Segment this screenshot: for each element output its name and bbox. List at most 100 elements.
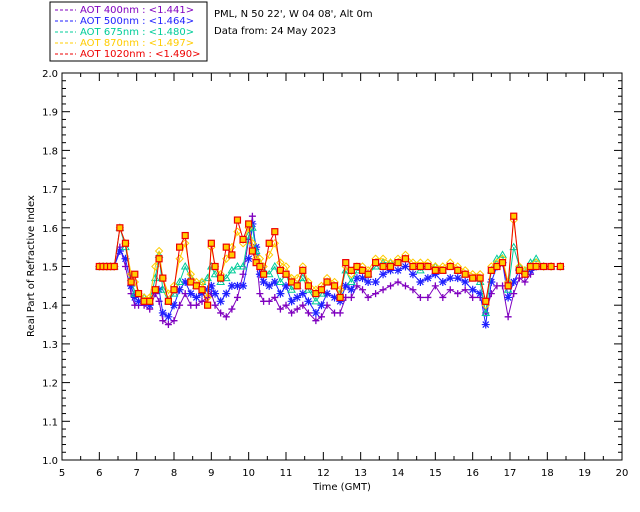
data-point <box>207 239 215 247</box>
x-tick-label: 11 <box>280 468 293 479</box>
data-point <box>287 297 296 306</box>
x-tick-label: 13 <box>354 468 367 479</box>
data-point <box>217 274 225 282</box>
data-point <box>352 274 361 283</box>
data-point <box>180 262 190 270</box>
data-point <box>453 274 462 283</box>
data-point <box>379 270 388 279</box>
data-point <box>292 273 302 283</box>
data-point <box>323 278 331 286</box>
data-point <box>454 290 462 298</box>
data-point <box>293 293 302 302</box>
data-point <box>424 293 432 301</box>
data-point <box>158 285 168 293</box>
data-point <box>155 285 164 294</box>
data-point <box>228 251 236 259</box>
series-layer <box>94 212 565 329</box>
data-point <box>222 243 230 251</box>
data-point <box>233 227 242 236</box>
x-tick-label: 8 <box>171 468 177 479</box>
data-point <box>416 277 425 286</box>
legend-label: AOT 675nm : <1.480> <box>80 27 194 38</box>
x-tick-label: 10 <box>242 468 255 479</box>
data-point <box>304 309 312 317</box>
data-point <box>271 293 279 301</box>
data-point <box>311 296 321 305</box>
data-point <box>311 308 320 317</box>
data-point <box>197 277 207 285</box>
data-point <box>121 263 129 270</box>
data-point <box>259 277 268 286</box>
data-point <box>353 262 361 271</box>
data-point <box>170 317 178 325</box>
data-point <box>531 254 541 262</box>
data-point <box>394 259 402 267</box>
data-point <box>482 297 490 305</box>
data-point <box>187 278 195 286</box>
data-point <box>164 312 173 321</box>
data-point <box>409 286 417 294</box>
data-point <box>282 281 290 290</box>
data-point <box>372 259 380 267</box>
data-point <box>347 266 355 274</box>
data-point <box>270 262 280 270</box>
data-point <box>532 262 540 271</box>
data-point <box>255 270 264 279</box>
data-point <box>394 278 402 286</box>
data-point <box>379 262 387 271</box>
data-point <box>255 254 265 263</box>
data-point <box>260 270 268 278</box>
data-point <box>423 274 432 283</box>
data-point <box>431 266 439 274</box>
data-point <box>504 293 513 302</box>
y-tick-label: 1.8 <box>42 146 58 157</box>
data-point <box>446 286 454 294</box>
data-point <box>216 297 225 306</box>
data-point <box>121 239 130 247</box>
y-tick-label: 1.7 <box>42 185 58 196</box>
data-point <box>151 262 160 271</box>
x-tick-label: 6 <box>96 468 102 479</box>
data-point <box>461 277 470 286</box>
data-point <box>461 286 469 294</box>
data-point <box>298 273 308 282</box>
series-4 <box>95 212 565 309</box>
data-point <box>446 274 455 283</box>
data-point <box>203 285 212 294</box>
data-point <box>197 277 207 287</box>
data-point <box>181 277 190 286</box>
data-point <box>481 320 490 329</box>
data-point <box>158 308 167 317</box>
data-point <box>364 293 372 301</box>
data-point <box>181 231 189 240</box>
site-label: PML, N 50 22', W 04 08', Alt 0m <box>214 9 373 20</box>
data-point <box>164 321 172 329</box>
data-point <box>317 313 325 321</box>
data-point <box>264 269 274 278</box>
data-point <box>227 265 237 274</box>
data-point <box>248 239 257 248</box>
data-point <box>539 262 548 271</box>
data-point <box>211 289 220 298</box>
x-axis: 5 6 7 8 9 10 11 12 13 14 15 16 17 18 19 20 <box>59 73 628 479</box>
data-point <box>175 254 184 263</box>
data-point <box>238 262 248 270</box>
data-point <box>438 277 447 286</box>
data-point <box>312 289 320 298</box>
data-point <box>110 262 118 271</box>
data-point <box>416 262 424 271</box>
legend-label: AOT 500nm : <1.464> <box>80 16 194 27</box>
data-point <box>282 301 290 309</box>
data-point <box>134 297 143 306</box>
y-tick-label: 1.1 <box>42 417 58 428</box>
data-point <box>556 262 565 271</box>
data-point <box>198 286 206 294</box>
legend-label: AOT 870nm : <1.497> <box>80 38 194 49</box>
y-tick-label: 1.0 <box>42 456 58 467</box>
data-point <box>330 282 339 290</box>
data-point <box>358 266 367 274</box>
data-point <box>487 266 495 274</box>
x-tick-label: 5 <box>59 468 65 479</box>
data-point <box>386 266 395 275</box>
data-point <box>330 293 339 302</box>
